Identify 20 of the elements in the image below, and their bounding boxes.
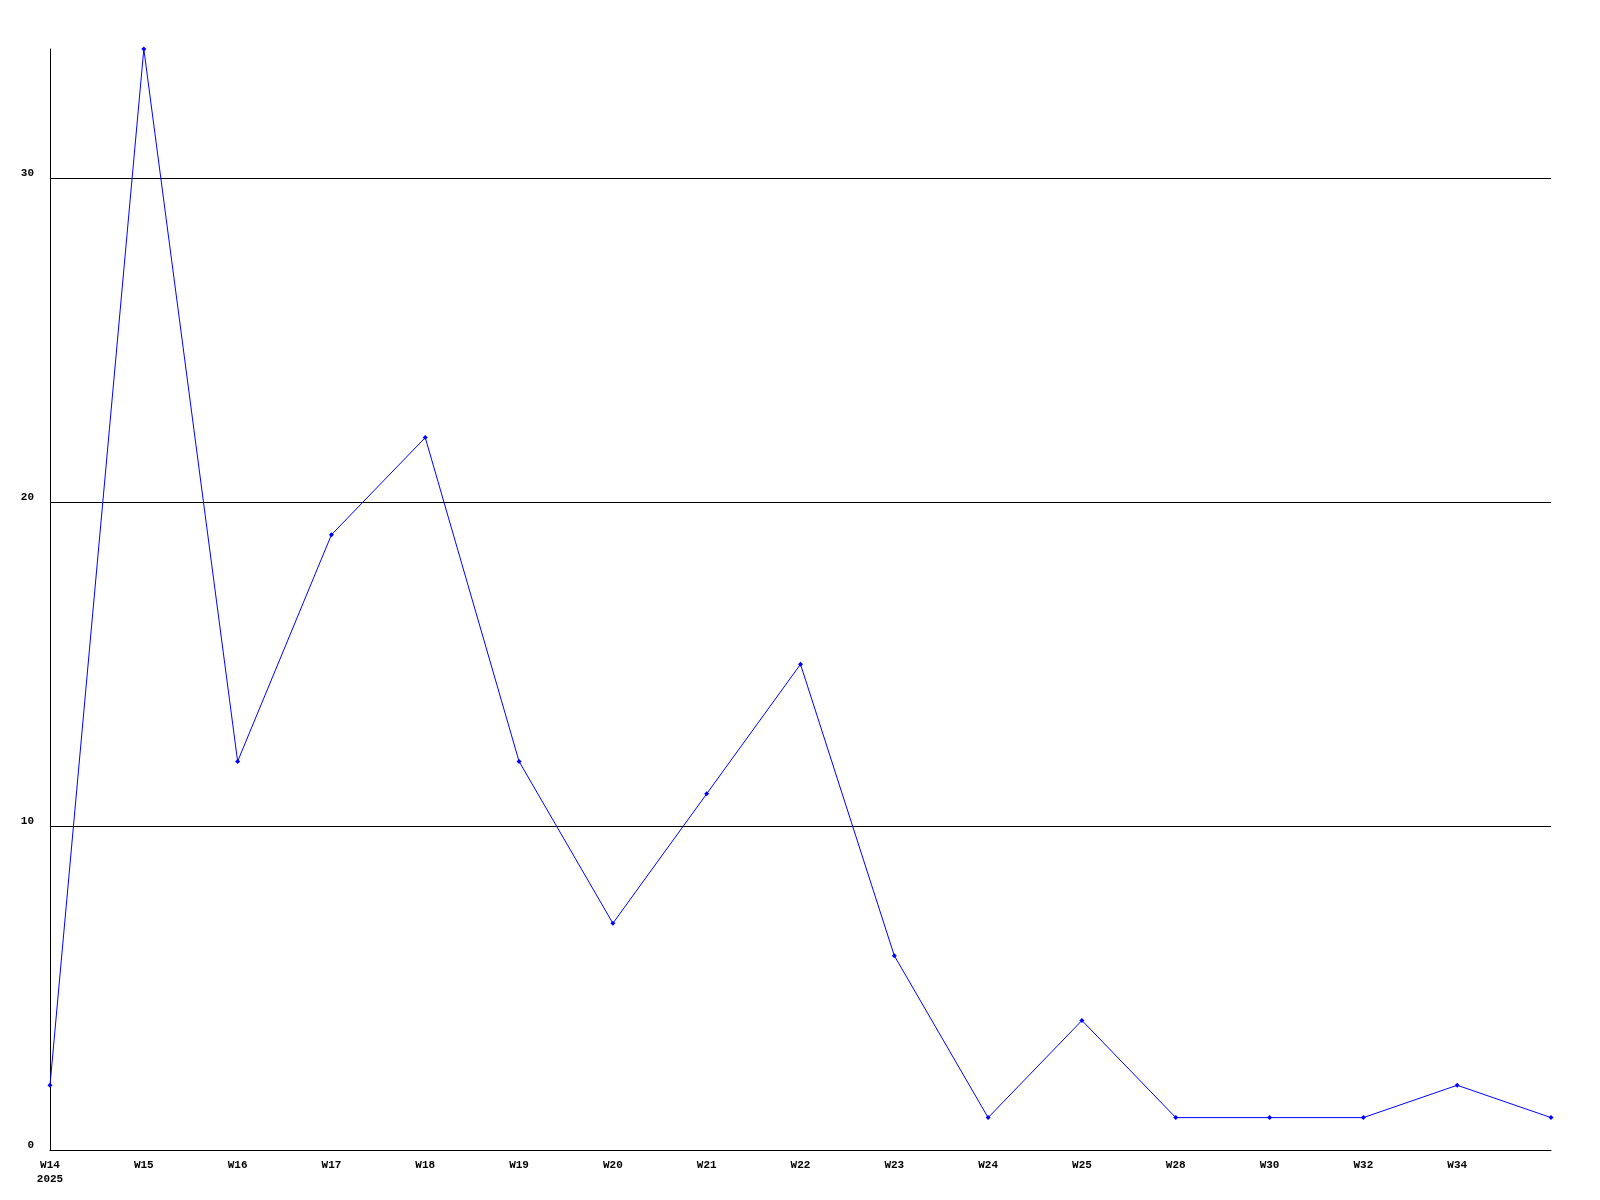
x-tick-label: W25 xyxy=(1072,1159,1093,1171)
y-tick-label: 30 xyxy=(20,167,34,180)
x-tick-label: W15 xyxy=(133,1159,155,1171)
y-tick-label: 0 xyxy=(27,1138,34,1151)
x-tick-label: W28 xyxy=(1165,1159,1187,1171)
x-tick-label: W20 xyxy=(602,1159,623,1171)
x-tick-label: W23 xyxy=(884,1159,905,1171)
x-tick-label: W30 xyxy=(1259,1159,1280,1171)
x-tick-label: W21 xyxy=(696,1159,717,1171)
x-tick-label: W22 xyxy=(790,1159,811,1171)
x-tick-label: W34 xyxy=(1447,1159,1468,1171)
x-tick-label: W17 xyxy=(321,1159,342,1171)
y-tick-label: 10 xyxy=(20,814,34,827)
x-tick-label: W14 2025 xyxy=(36,1159,64,1185)
x-tick-label: W16 xyxy=(227,1159,248,1171)
x-tick-label: W19 xyxy=(509,1159,529,1171)
x-tick-label: W32 xyxy=(1353,1159,1374,1171)
y-tick-label: 20 xyxy=(20,490,34,503)
x-tick-label: W24 xyxy=(978,1159,999,1171)
x-tick-label: W18 xyxy=(415,1159,436,1171)
